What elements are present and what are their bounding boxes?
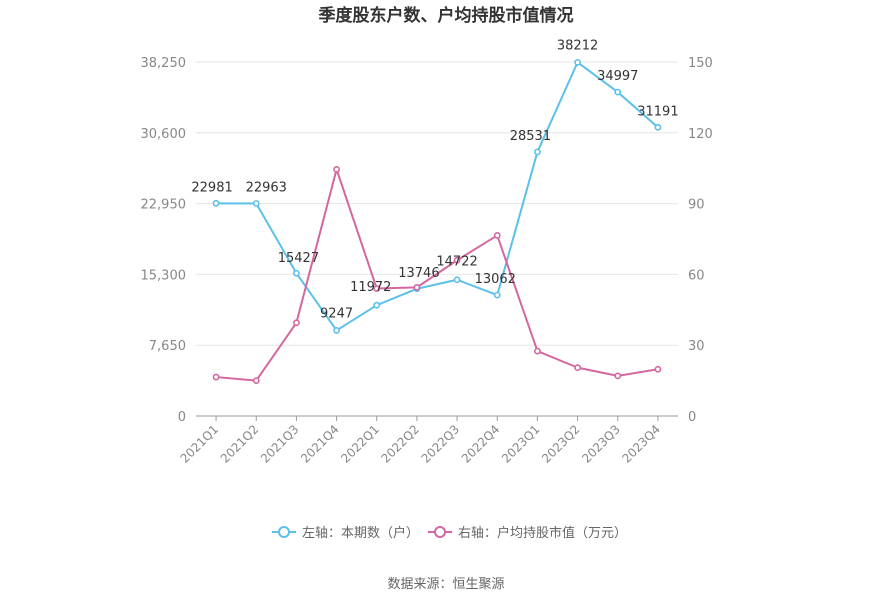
data-point <box>252 200 260 207</box>
legend-item-avg-holding-value[interactable]: 右轴：户均持股市值（万元） <box>428 525 627 541</box>
data-point <box>373 285 381 292</box>
data-label: 28531 <box>510 129 551 144</box>
data-point <box>453 256 461 264</box>
source-note: 数据来源：恒生聚源 <box>387 577 504 592</box>
data-point <box>212 373 220 381</box>
series-line-shareholders <box>216 61 659 332</box>
series-layer <box>212 58 662 384</box>
y-right-tick-label: 120 <box>688 127 713 142</box>
data-point <box>453 276 461 284</box>
y-left-tick-label: 7,650 <box>149 339 186 354</box>
y-right-tick-label: 90 <box>688 198 705 213</box>
y-right-tick-label: 0 <box>688 410 696 425</box>
data-label: 11972 <box>350 280 391 295</box>
y-right-tick-label: 60 <box>688 268 705 283</box>
data-point <box>574 58 581 66</box>
data-label: 9247 <box>320 306 353 321</box>
data-point <box>293 269 300 277</box>
y-left-tick-label: 15,300 <box>141 268 187 283</box>
data-label: 22963 <box>246 180 287 195</box>
data-point <box>534 347 541 355</box>
data-label: 14722 <box>436 255 477 270</box>
legend-label: 右轴：户均持股市值（万元） <box>458 525 627 541</box>
x-tick-label: 2023Q1 <box>499 422 543 466</box>
data-point <box>413 283 421 291</box>
x-axis: 2021Q12021Q22021Q32021Q42022Q12022Q22022… <box>178 415 678 466</box>
data-point <box>212 199 220 207</box>
x-tick-label: 2021Q2 <box>218 422 262 466</box>
data-label: 15427 <box>278 251 319 266</box>
x-tick-label: 2023Q2 <box>539 422 583 466</box>
data-point <box>493 291 501 299</box>
x-tick-label: 2022Q4 <box>459 422 503 466</box>
legend-marker <box>278 526 290 538</box>
left-y-axis: 0 7,650 15,300 22,950 30,600 38,250 <box>141 56 187 425</box>
data-point <box>574 364 581 372</box>
y-left-tick-label: 30,600 <box>141 127 187 142</box>
data-point <box>493 232 501 239</box>
legend[interactable]: 左轴：本期数（户） 右轴：户均持股市值（万元） <box>272 525 627 541</box>
data-label: 34997 <box>597 69 638 84</box>
data-point <box>614 88 622 96</box>
data-point <box>252 377 260 384</box>
x-tick-label: 2023Q4 <box>619 422 663 466</box>
x-tick-label: 2021Q4 <box>298 422 342 466</box>
x-tick-label: 2022Q3 <box>419 422 463 466</box>
legend-item-shareholders[interactable]: 左轴：本期数（户） <box>272 525 419 541</box>
legend-label: 左轴：本期数（户） <box>302 525 419 541</box>
data-point <box>614 372 622 380</box>
data-point <box>333 165 340 173</box>
y-right-tick-label: 30 <box>688 339 705 354</box>
series-line-avg-holding-value <box>215 168 659 382</box>
data-label: 38212 <box>557 38 598 53</box>
y-right-tick-label: 150 <box>688 56 713 71</box>
data-point <box>654 365 662 373</box>
x-tick-label: 2021Q3 <box>258 422 302 466</box>
grid-lines <box>196 61 678 346</box>
data-point <box>534 148 541 156</box>
data-point <box>654 123 662 131</box>
data-label: 31191 <box>637 104 678 119</box>
data-point <box>333 327 340 334</box>
y-left-tick-label: 0 <box>178 410 186 425</box>
chart-title: 季度股东户数、户均持股市值情况 <box>319 5 574 26</box>
legend-marker <box>434 526 446 538</box>
data-label: 13746 <box>398 266 439 281</box>
data-point <box>293 319 300 327</box>
right-y-axis: 0 30 60 90 120 150 <box>688 56 713 425</box>
y-left-tick-label: 38,250 <box>141 56 187 71</box>
data-label: 22981 <box>191 180 232 195</box>
x-tick-label: 2022Q1 <box>338 422 382 466</box>
data-label: 13062 <box>475 272 516 287</box>
data-point <box>373 301 381 309</box>
x-tick-label: 2021Q1 <box>178 422 222 466</box>
x-tick-label: 2023Q3 <box>579 422 623 466</box>
x-tick-label: 2022Q2 <box>378 422 422 466</box>
y-left-tick-label: 22,950 <box>141 198 187 213</box>
